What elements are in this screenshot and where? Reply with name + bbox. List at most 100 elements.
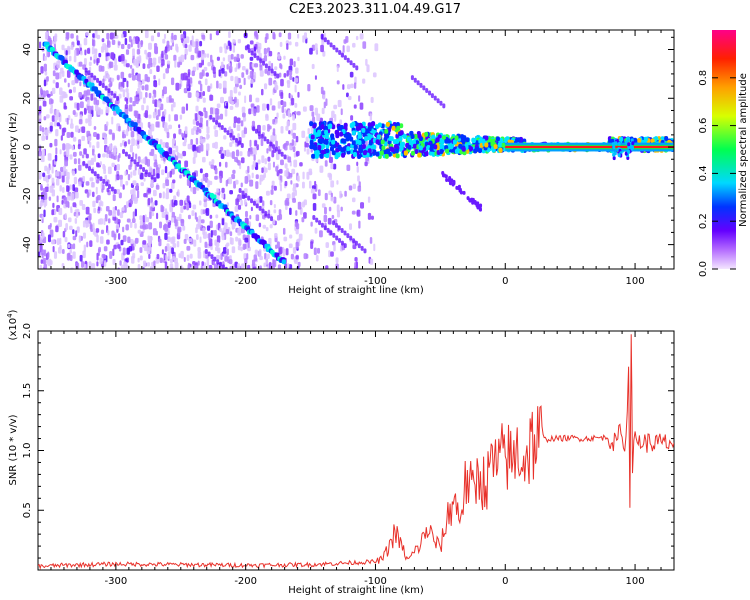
- heat-cell: [147, 172, 151, 178]
- heat-cell: [249, 214, 252, 220]
- heat-cell: [231, 246, 236, 254]
- heat-cell: [44, 186, 49, 193]
- heat-cell: [256, 105, 260, 113]
- heat-cell: [399, 130, 404, 136]
- heat-cell: [111, 116, 114, 125]
- heat-cell: [239, 84, 243, 89]
- heat-cell: [111, 162, 115, 168]
- heat-cell: [68, 55, 72, 62]
- heat-cell: [328, 173, 333, 181]
- heat-cell: [276, 73, 280, 79]
- heat-cell: [328, 156, 333, 164]
- heat-cell: [140, 40, 143, 48]
- heat-cell: [249, 61, 253, 70]
- heat-cell: [205, 72, 209, 77]
- heat-cell: [321, 107, 325, 115]
- heat-cell: [298, 233, 303, 241]
- heat-cell: [92, 33, 96, 38]
- heat-cell: [110, 77, 115, 82]
- heat-cell: [318, 139, 323, 145]
- heat-cell: [217, 122, 221, 128]
- heat-cell: [61, 174, 65, 183]
- heat-cell: [417, 133, 422, 139]
- heat-cell: [238, 226, 242, 235]
- heat-cell: [220, 125, 224, 131]
- heat-cell: [270, 189, 274, 195]
- heat-cell: [254, 140, 258, 147]
- heat-cell: [186, 254, 190, 262]
- heat-cell: [210, 83, 213, 89]
- heat-cell: [126, 128, 129, 137]
- heat-cell: [141, 104, 145, 111]
- heat-cell: [113, 233, 117, 241]
- heat-cell: [228, 177, 233, 185]
- heat-cell: [67, 47, 71, 55]
- heat-cell: [77, 158, 81, 165]
- heat-cell: [307, 83, 311, 92]
- heat-cell: [275, 166, 279, 172]
- heat-cell: [312, 215, 316, 221]
- heat-cell: [144, 224, 149, 230]
- heat-cell: [128, 202, 132, 208]
- x-tick-label: -200: [234, 576, 257, 587]
- heat-cell: [54, 154, 58, 162]
- heat-cell: [63, 102, 67, 109]
- heat-cell: [320, 86, 324, 95]
- heat-cell: [82, 220, 86, 228]
- heat-cell: [220, 61, 224, 69]
- heat-cell: [145, 217, 150, 223]
- heat-cell: [266, 138, 270, 144]
- heat-cell: [212, 117, 216, 123]
- heat-cell: [39, 105, 42, 114]
- heat-cell: [225, 228, 230, 235]
- heat-cell: [219, 113, 224, 120]
- heat-cell: [251, 172, 254, 179]
- heat-cell: [40, 259, 44, 264]
- heat-cell: [176, 240, 180, 248]
- heat-cell: [97, 219, 101, 225]
- heat-cell: [108, 209, 113, 216]
- heat-cell: [43, 209, 46, 218]
- heat-cell: [142, 63, 146, 69]
- heat-cell: [105, 206, 110, 212]
- heat-cell: [302, 181, 305, 189]
- heat-cell: [303, 253, 308, 260]
- heat-cell: [183, 87, 188, 94]
- heat-cell: [471, 200, 475, 205]
- heat-cell: [315, 47, 318, 55]
- heat-cell: [87, 114, 91, 123]
- heat-cell: [329, 42, 333, 48]
- heat-cell: [126, 98, 129, 105]
- heat-cell: [191, 35, 194, 43]
- heat-cell: [106, 187, 110, 193]
- heat-cell: [216, 188, 220, 193]
- heat-cell: [69, 96, 74, 101]
- heat-cell: [428, 90, 432, 96]
- heat-cell: [55, 128, 59, 137]
- heat-cell: [70, 131, 74, 138]
- heat-cell: [102, 153, 106, 158]
- heat-cell: [100, 229, 105, 235]
- heat-cell: [244, 193, 248, 199]
- heat-cell: [365, 58, 368, 66]
- heat-cell: [86, 241, 89, 248]
- heat-cell: [72, 229, 75, 235]
- heat-cell: [188, 44, 192, 52]
- heat-cell: [200, 117, 203, 124]
- heat-cell: [148, 114, 152, 119]
- heat-cell: [285, 140, 289, 146]
- heat-cell: [72, 184, 75, 192]
- heat-cell: [289, 145, 292, 151]
- y-tick-label: 1.5: [22, 383, 33, 399]
- heat-cell: [83, 90, 88, 97]
- heat-cell: [198, 145, 201, 154]
- heat-cell: [124, 107, 129, 115]
- heat-cell: [104, 85, 108, 91]
- heat-cell: [187, 69, 191, 76]
- heat-cell: [42, 172, 46, 177]
- heat-cell: [196, 63, 199, 71]
- heat-cell: [259, 265, 262, 269]
- heat-cell: [106, 40, 111, 48]
- heat-cell: [224, 47, 228, 54]
- heat-cell: [55, 225, 59, 233]
